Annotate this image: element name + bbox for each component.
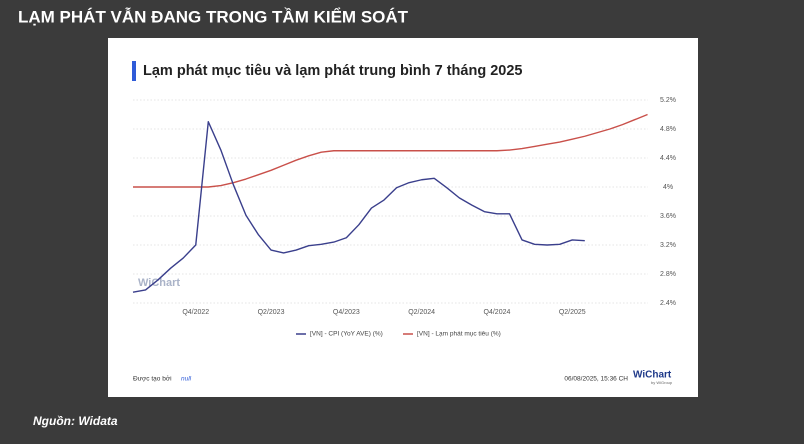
x-tick-label: Q2/2025 bbox=[559, 309, 586, 316]
y-tick-label: 5.2% bbox=[660, 97, 676, 104]
x-tick-label: Q4/2022 bbox=[182, 309, 209, 316]
chart-title: Lạm phát mục tiêu và lạm phát trung bình… bbox=[143, 63, 522, 79]
y-tick-label: 4.4% bbox=[660, 155, 676, 162]
legend-label: [VN] - Lạm phát mục tiêu (%) bbox=[417, 331, 501, 338]
y-tick-label: 2.4% bbox=[660, 300, 676, 307]
header: LẠM PHÁT VẪN ĐANG TRONG TẦM KIỂM SOÁT bbox=[18, 7, 409, 26]
y-tick-label: 4% bbox=[663, 184, 673, 191]
y-tick-label: 2.8% bbox=[660, 271, 676, 278]
y-tick-label: 3.2% bbox=[660, 242, 676, 249]
logo: WiChart bbox=[633, 370, 672, 381]
timestamp: 06/08/2025, 15:36 CH bbox=[564, 376, 628, 383]
series-line bbox=[132, 121, 585, 293]
legend-label: [VN] - CPI (YoY AVE) (%) bbox=[310, 331, 383, 338]
x-tick-label: Q4/2023 bbox=[333, 309, 360, 316]
panel bbox=[108, 38, 698, 397]
title-accent bbox=[132, 61, 136, 81]
x-tick-label: Q2/2024 bbox=[408, 309, 435, 316]
logo-sub: by WiGroup bbox=[651, 380, 673, 385]
created-by: Được tạo bởi bbox=[133, 375, 172, 383]
source: Nguồn: Widata bbox=[33, 414, 118, 428]
creator: null bbox=[181, 376, 192, 383]
x-tick-label: Q2/2023 bbox=[258, 309, 285, 316]
y-tick-label: 3.6% bbox=[660, 213, 676, 220]
y-tick-label: 4.8% bbox=[660, 126, 676, 133]
x-tick-label: Q4/2024 bbox=[484, 309, 511, 316]
series-line bbox=[133, 113, 648, 188]
watermark: WiChart bbox=[138, 277, 180, 289]
